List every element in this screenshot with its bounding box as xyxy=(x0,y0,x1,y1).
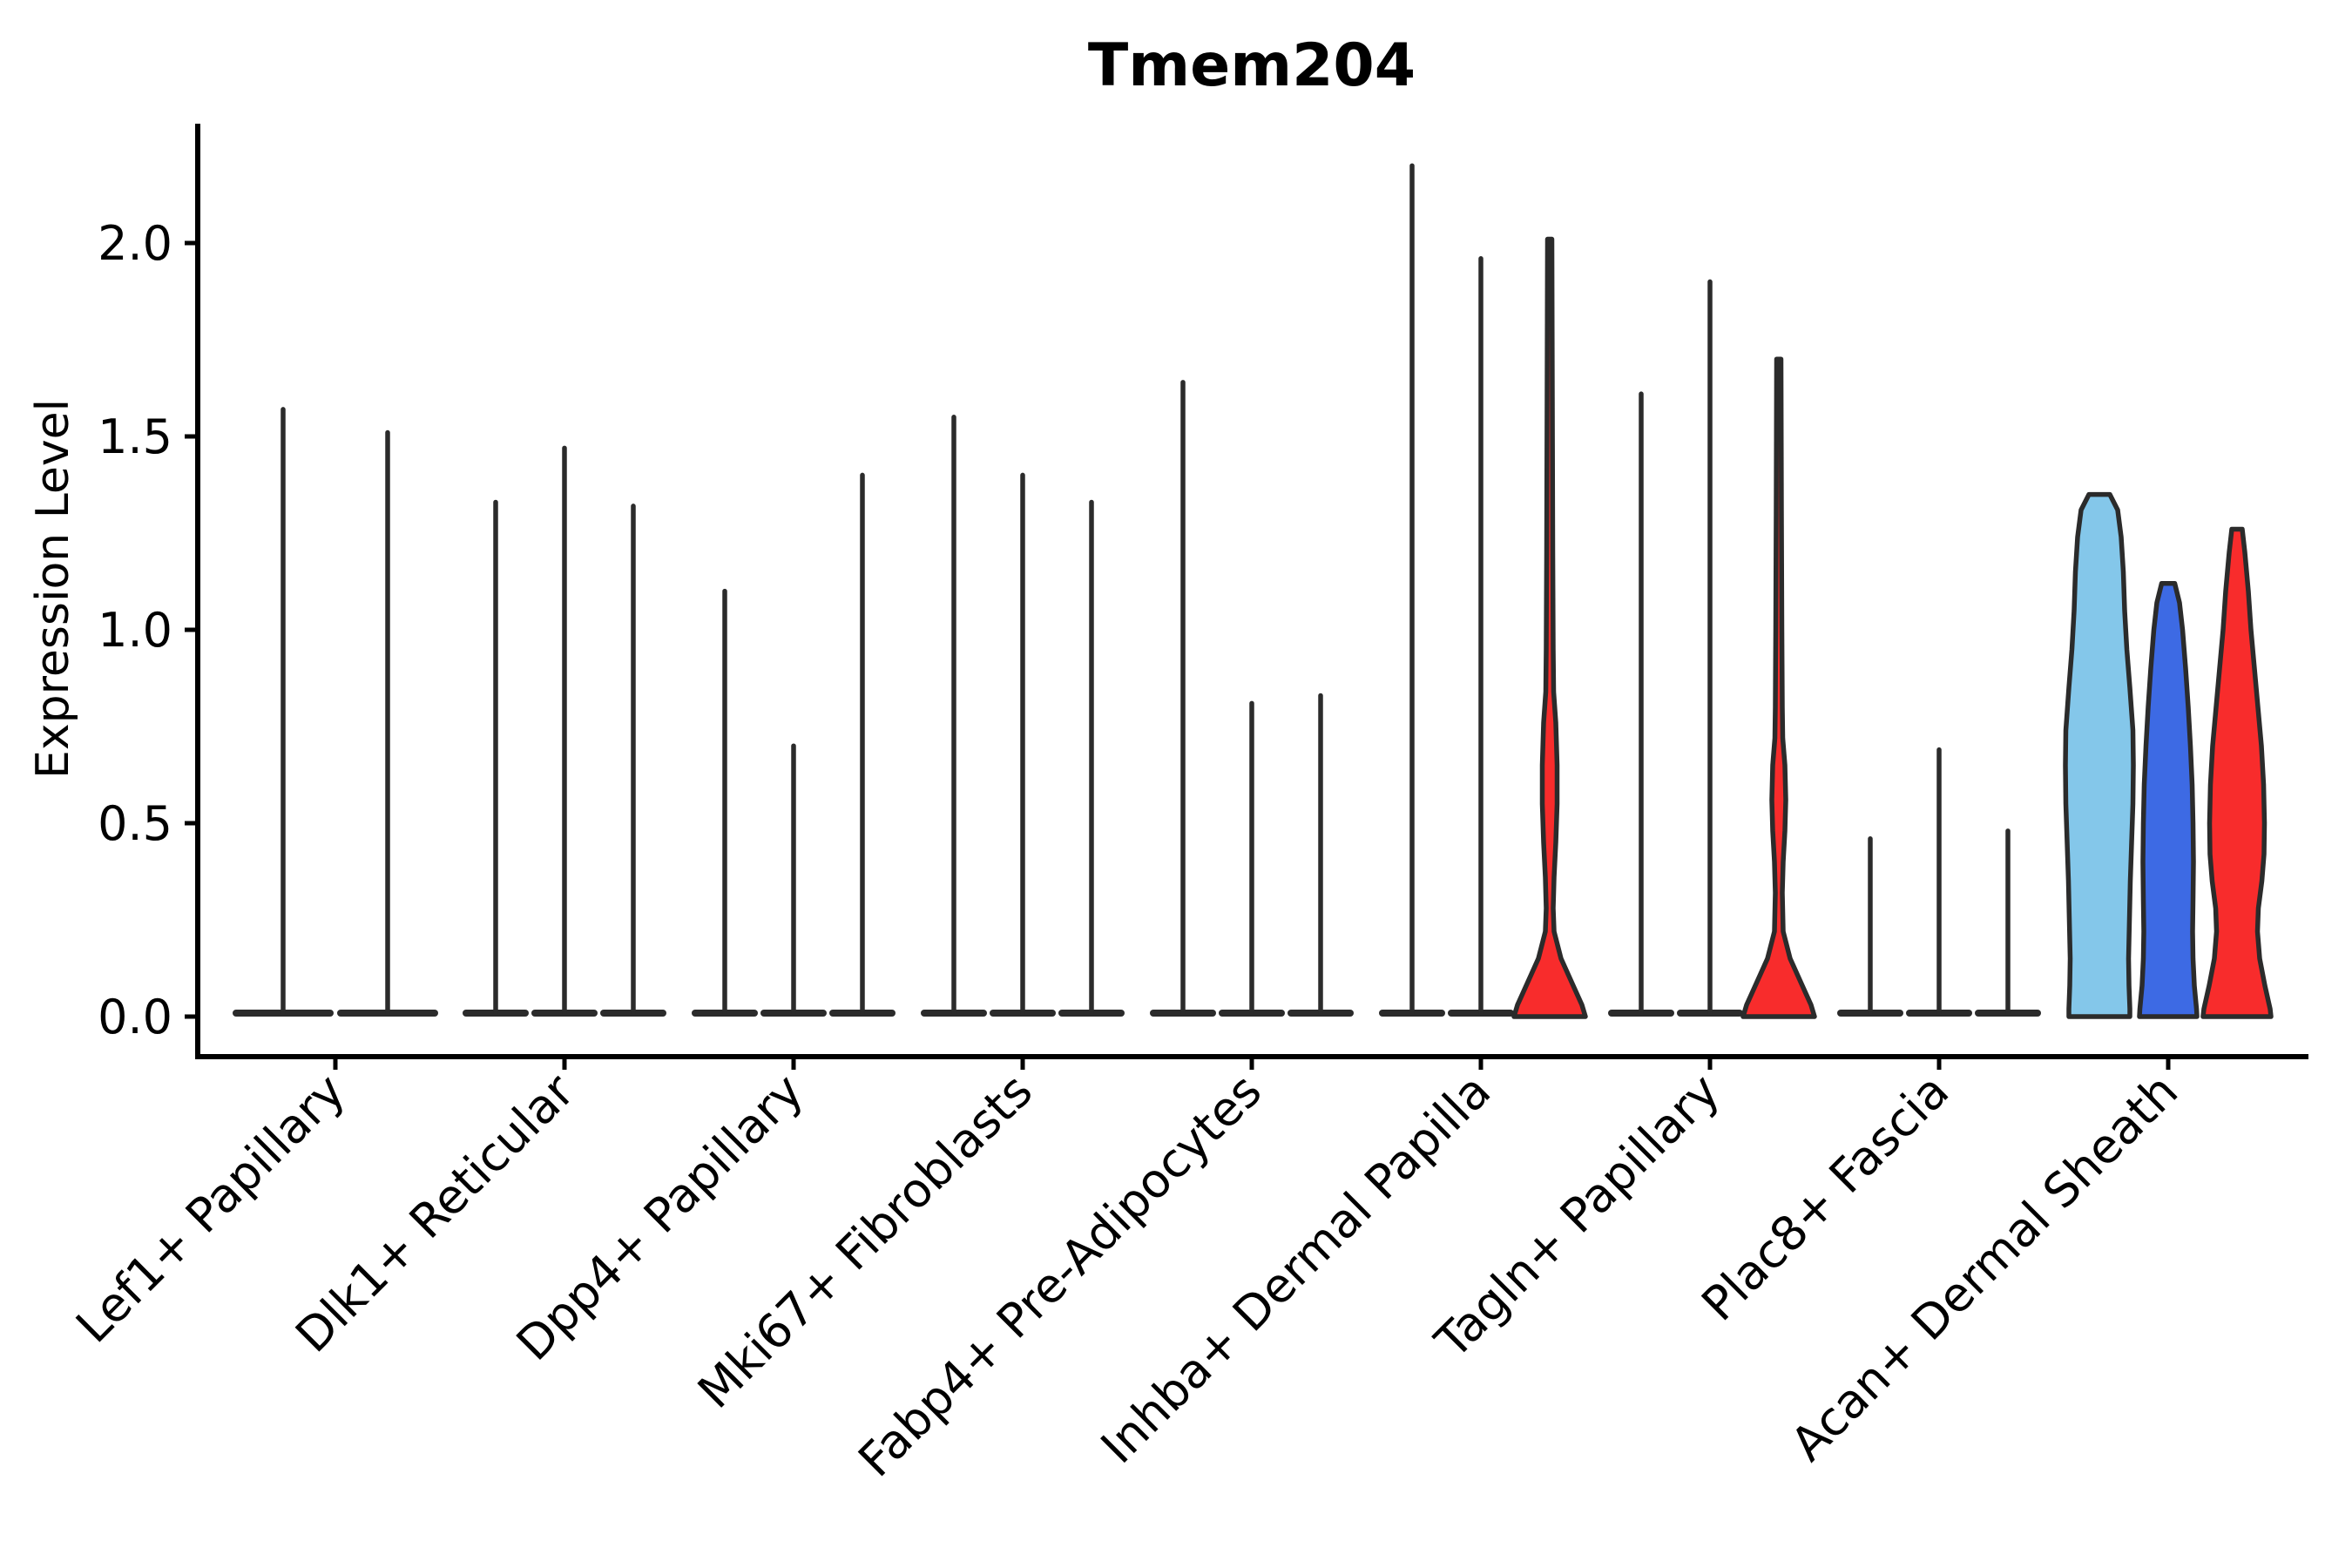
y-tick-label: 0.5 xyxy=(98,796,172,851)
violin-red xyxy=(1511,236,1588,1019)
x-tick-label: Plac8+ Fascia xyxy=(1691,1064,1959,1332)
y-tick-label: 1.5 xyxy=(98,409,172,464)
violin-lightblue xyxy=(2063,491,2136,1019)
axes xyxy=(185,124,2308,1070)
x-tick-label: Fabp4+ Pre-Adipocytes xyxy=(848,1064,1272,1488)
x-tick-label: Inhba+ Dermal Papilla xyxy=(1091,1064,1501,1474)
violin-shapes xyxy=(233,163,2274,1019)
x-tick-label: Acan+ Dermal Sheath xyxy=(1781,1064,2188,1471)
y-tick-label: 0.0 xyxy=(98,990,172,1044)
y-axis-label: Expression Level xyxy=(27,399,79,779)
violin-red xyxy=(2200,526,2274,1019)
violin-red xyxy=(1740,356,1817,1019)
y-tick-label: 1.0 xyxy=(98,603,172,658)
y-tick-label: 2.0 xyxy=(98,216,172,271)
violin-blue xyxy=(2137,580,2200,1019)
y-tick-labels: 0.0 0.5 1.0 1.5 2.0 xyxy=(98,216,172,1044)
chart-title: Tmem204 xyxy=(1088,31,1416,100)
